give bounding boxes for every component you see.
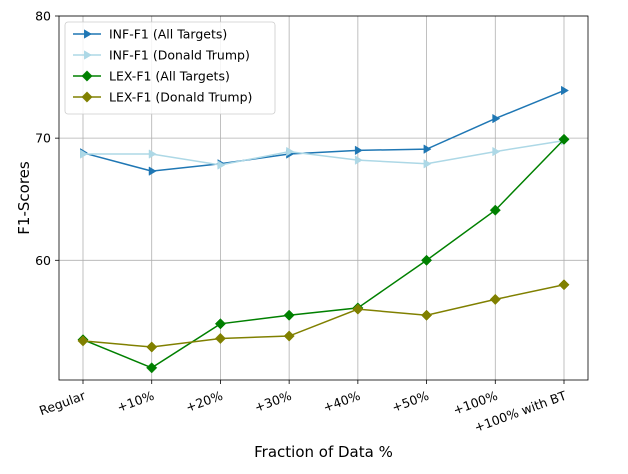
legend-box: [64, 21, 276, 115]
data-point: [146, 341, 158, 353]
x-tick-label: +20%: [184, 388, 225, 415]
data-point: [489, 204, 501, 216]
series-line: [82, 283, 565, 348]
data-point: [558, 279, 570, 291]
x-tick-label: +30%: [252, 388, 293, 415]
data-point: [421, 254, 433, 266]
data-point: [492, 146, 501, 157]
data-point: [423, 159, 432, 169]
x-axis-label: Fraction of Data %: [254, 443, 393, 461]
plot-frame: [58, 15, 589, 381]
legend: INF-F1 (All Targets) INF-F1 (Donald Trump…: [64, 21, 276, 115]
data-point: [558, 133, 570, 145]
legend-item: LEX-F1 (All Targets): [73, 69, 230, 84]
data-point: [214, 332, 226, 345]
data-point: [217, 160, 226, 170]
legend-marker: [81, 91, 93, 103]
legend-label: LEX-F1 (All Targets): [109, 69, 230, 84]
data-point: [214, 318, 226, 330]
x-tick-label: +50%: [390, 388, 431, 415]
data-point: [148, 166, 157, 176]
y-tick-label: 80: [35, 9, 51, 24]
legend-label: INF-F1 (Donald Trump): [109, 48, 250, 63]
data-point: [354, 155, 363, 165]
data-point: [77, 335, 89, 347]
series-3: [77, 133, 570, 374]
series-line: [82, 138, 565, 369]
data-point: [146, 362, 158, 374]
data-point: [283, 309, 295, 321]
legend-item: LEX-F1 (Donald Trump): [73, 90, 252, 105]
data-point: [352, 303, 364, 315]
data-point: [423, 144, 432, 154]
x-tick-label: Regular: [37, 387, 88, 418]
data-point: [354, 145, 363, 156]
legend-item: INF-F1 (All Targets): [73, 27, 227, 42]
legend-item: INF-F1 (Donald Trump): [73, 48, 250, 63]
data-point: [492, 113, 501, 124]
data-point: [283, 330, 295, 342]
legend-marker: [81, 70, 93, 82]
data-point: [489, 293, 501, 305]
series-line: [82, 89, 565, 172]
data-point: [561, 85, 569, 96]
y-axis-label: F1-Scores: [15, 161, 33, 235]
x-tick-label: +40%: [321, 388, 362, 415]
y-tick-label: 60: [35, 253, 51, 268]
legend-marker: [84, 50, 92, 60]
x-tick-label: +10%: [115, 388, 156, 415]
legend-label: LEX-F1 (Donald Trump): [109, 90, 252, 105]
data-point: [286, 146, 295, 157]
data-point: [80, 149, 88, 159]
data-point: [148, 149, 157, 159]
y-tick-label: 70: [35, 131, 51, 146]
legend-label: INF-F1 (All Targets): [109, 27, 227, 42]
series-4: [77, 279, 570, 353]
series-line: [83, 139, 565, 166]
data-point: [421, 309, 433, 321]
legend-marker: [84, 29, 92, 39]
series-lines: [77, 85, 570, 374]
